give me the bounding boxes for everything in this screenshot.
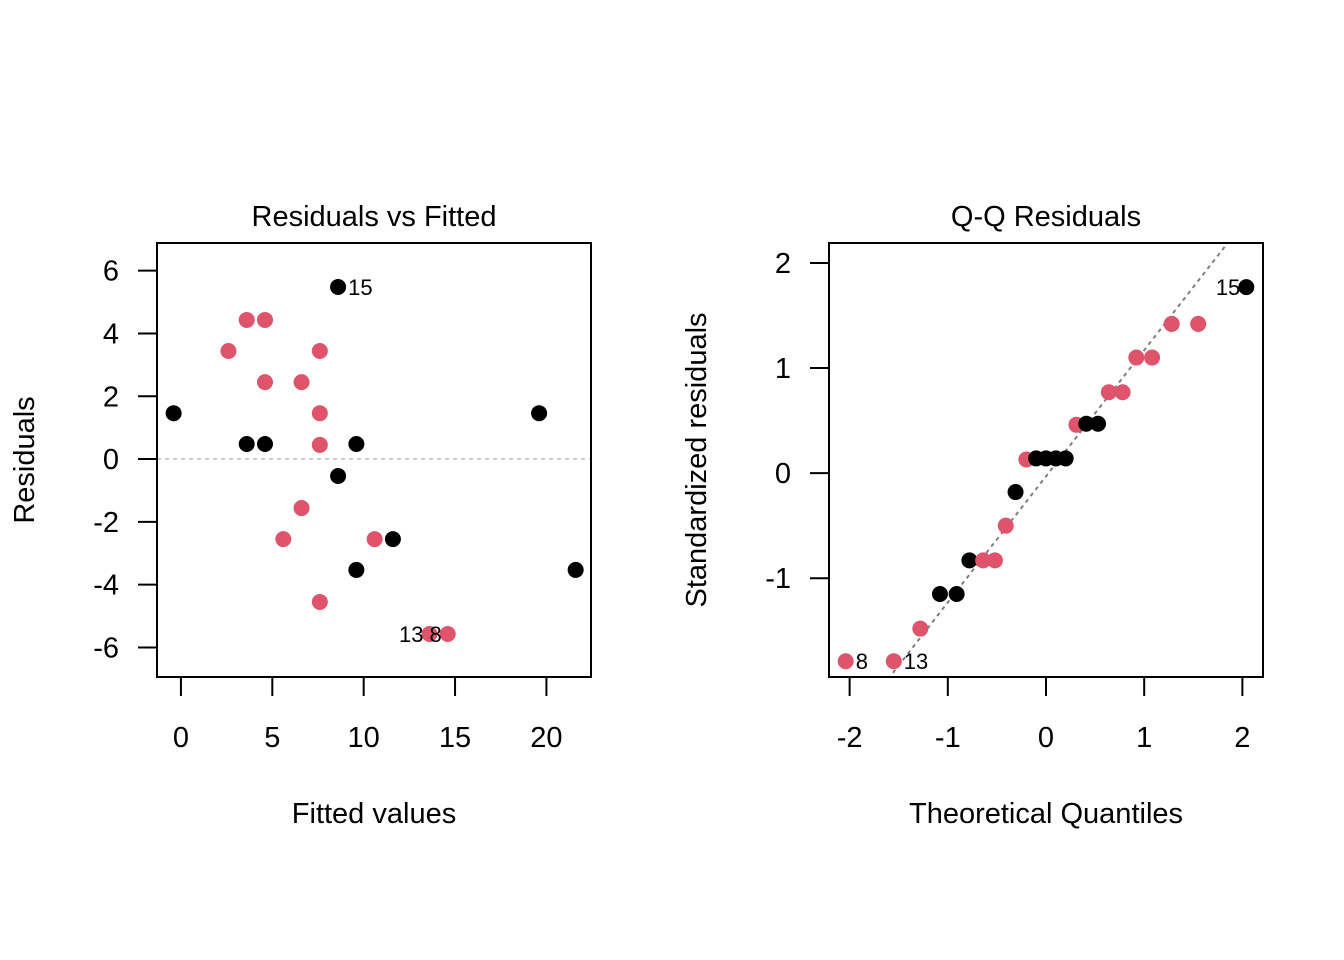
data-point: [1190, 315, 1207, 332]
data-point: [975, 552, 992, 569]
data-point: [311, 436, 328, 453]
x-tick-label: 1: [1136, 722, 1152, 754]
data-point: [837, 653, 854, 670]
point-label: 8: [856, 649, 868, 674]
data-point: [912, 620, 929, 637]
qq-residuals-panel: Q-Q Residuals Theoretical Quantiles Stan…: [681, 201, 1264, 830]
y-tick-label: 4: [103, 318, 119, 350]
data-point: [1100, 384, 1117, 401]
y-tick-label: -4: [93, 570, 119, 602]
data-point: [238, 435, 255, 452]
y-axis-label: Residuals: [9, 396, 41, 523]
qq-reference-line: [888, 243, 1229, 677]
x-tick-label: -1: [935, 722, 961, 754]
data-point: [931, 585, 948, 602]
data-point: [366, 531, 383, 548]
residuals-vs-fitted-panel: Residuals vs Fitted Fitted values Residu…: [9, 201, 592, 830]
data-point: [311, 405, 328, 422]
data-point: [330, 278, 347, 295]
data-point: [238, 311, 255, 328]
data-point: [384, 531, 401, 548]
chart-title: Residuals vs Fitted: [252, 201, 497, 233]
data-point: [293, 374, 310, 391]
data-point: [1128, 349, 1145, 366]
x-tick-label: 10: [348, 722, 380, 754]
point-label: 15: [348, 275, 372, 300]
data-point: [311, 343, 328, 360]
x-tick-label: 15: [439, 722, 471, 754]
data-point: [1238, 279, 1255, 296]
data-point: [1007, 484, 1024, 501]
data-point: [256, 374, 273, 391]
x-tick-label: 5: [264, 722, 280, 754]
y-tick-label: 2: [103, 381, 119, 413]
x-tick-label: 2: [1234, 722, 1250, 754]
y-axis-label: Standardized residuals: [681, 312, 713, 607]
data-point: [997, 517, 1014, 534]
data-point: [348, 561, 365, 578]
data-point: [275, 531, 292, 548]
data-point: [948, 585, 965, 602]
data-point: [1057, 450, 1074, 467]
y-tick-label: 0: [103, 444, 119, 476]
data-point: [1078, 415, 1095, 432]
data-point: [1144, 349, 1161, 366]
data-point: [256, 435, 273, 452]
x-tick-label: -2: [837, 722, 863, 754]
data-point: [961, 552, 978, 569]
x-axis-label: Theoretical Quantiles: [909, 798, 1183, 830]
x-axis-label: Fitted values: [292, 798, 456, 830]
x-tick-label: 20: [530, 722, 562, 754]
plot-frame: [156, 242, 592, 678]
data-point: [220, 343, 237, 360]
y-tick-label: -6: [93, 632, 119, 664]
data-point: [311, 593, 328, 610]
y-tick-label: -2: [93, 507, 119, 539]
y-tick-label: 2: [775, 248, 791, 280]
data-point: [1163, 315, 1180, 332]
data-point: [330, 468, 347, 485]
point-label: 13: [904, 649, 928, 674]
data-point: [986, 552, 1003, 569]
data-point: [885, 653, 902, 670]
point-label: 15: [1216, 275, 1240, 300]
point-label: 13: [399, 622, 423, 647]
x-tick-label: 0: [1038, 722, 1054, 754]
y-tick-label: 0: [775, 458, 791, 490]
y-tick-label: 6: [103, 256, 119, 288]
point-label: 8: [429, 622, 441, 647]
data-point: [256, 311, 273, 328]
data-point: [1114, 384, 1131, 401]
data-point: [293, 500, 310, 517]
data-point: [1090, 415, 1107, 432]
y-tick-label: 1: [775, 353, 791, 385]
data-point: [567, 561, 584, 578]
data-point: [531, 405, 548, 422]
data-point: [348, 435, 365, 452]
data-point: [421, 625, 438, 642]
y-tick-label: -1: [765, 563, 791, 595]
data-point: [439, 625, 456, 642]
data-point: [165, 405, 182, 422]
chart-title: Q-Q Residuals: [951, 201, 1141, 233]
x-tick-label: 0: [173, 722, 189, 754]
